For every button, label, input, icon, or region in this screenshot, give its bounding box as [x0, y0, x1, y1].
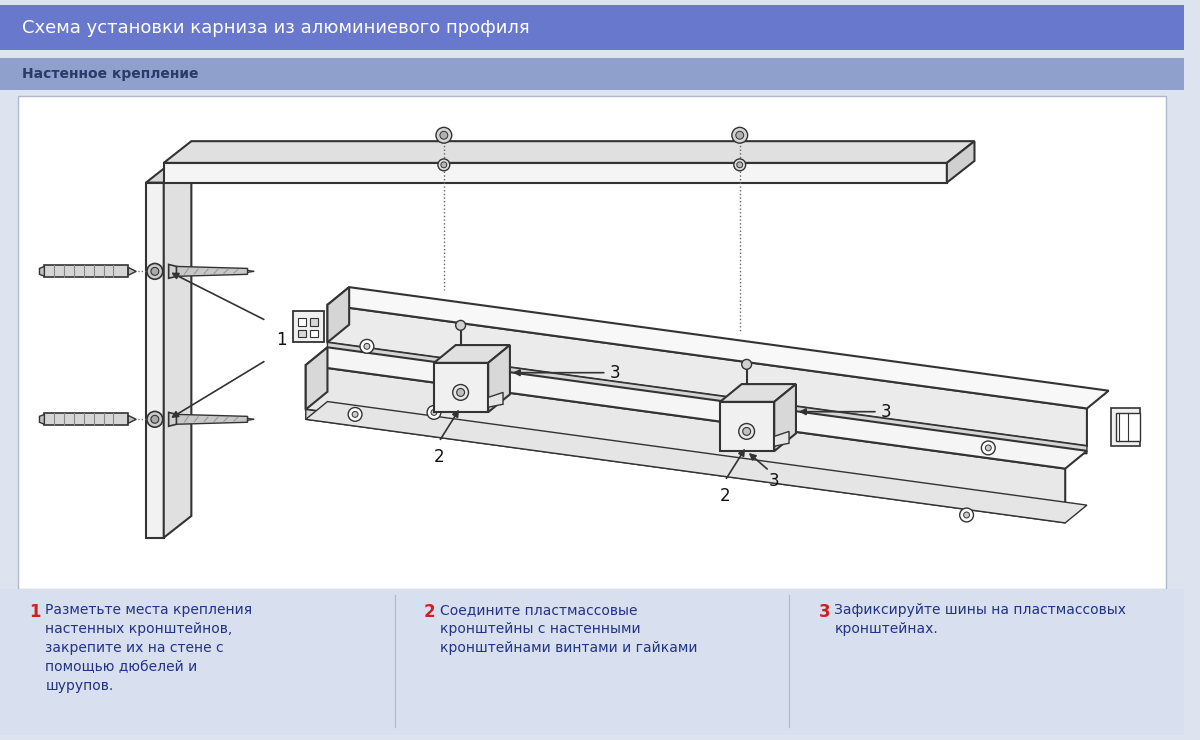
Polygon shape — [328, 287, 1109, 408]
Text: 1: 1 — [30, 603, 41, 621]
Circle shape — [352, 411, 358, 417]
Polygon shape — [774, 384, 796, 451]
Polygon shape — [293, 311, 324, 343]
Text: 3: 3 — [881, 403, 892, 421]
Circle shape — [982, 441, 995, 455]
Circle shape — [436, 127, 451, 143]
Circle shape — [985, 445, 991, 451]
Polygon shape — [306, 402, 1087, 523]
Text: Схема установки карниза из алюминиевого профиля: Схема установки карниза из алюминиевого … — [22, 18, 529, 37]
Polygon shape — [1110, 408, 1140, 446]
Polygon shape — [488, 345, 510, 412]
Polygon shape — [1116, 414, 1140, 441]
Circle shape — [364, 343, 370, 349]
Polygon shape — [306, 365, 1066, 513]
Circle shape — [440, 162, 446, 168]
Polygon shape — [306, 409, 1066, 523]
Circle shape — [438, 159, 450, 171]
Circle shape — [457, 388, 464, 397]
Polygon shape — [328, 305, 1087, 446]
Text: 2: 2 — [433, 448, 444, 465]
Text: 2: 2 — [720, 486, 731, 505]
Polygon shape — [176, 414, 247, 424]
Circle shape — [737, 162, 743, 168]
Text: 3: 3 — [769, 471, 780, 490]
Polygon shape — [169, 412, 176, 426]
Circle shape — [734, 159, 745, 171]
Polygon shape — [163, 141, 974, 163]
Polygon shape — [40, 266, 44, 276]
Circle shape — [743, 428, 750, 435]
Bar — [18, 95, 1166, 589]
Polygon shape — [306, 347, 328, 409]
Text: 3: 3 — [610, 363, 620, 382]
Bar — [0, 5, 1183, 50]
Polygon shape — [146, 161, 191, 183]
Circle shape — [151, 415, 158, 423]
Circle shape — [151, 267, 158, 275]
Polygon shape — [328, 343, 1087, 454]
Polygon shape — [298, 317, 306, 326]
Text: 3: 3 — [818, 603, 830, 621]
Polygon shape — [947, 141, 974, 183]
Polygon shape — [306, 347, 1087, 468]
Polygon shape — [128, 267, 136, 275]
Polygon shape — [169, 264, 176, 278]
Polygon shape — [310, 317, 318, 326]
Circle shape — [960, 508, 973, 522]
Polygon shape — [146, 183, 163, 538]
Polygon shape — [720, 402, 774, 451]
Polygon shape — [488, 392, 503, 407]
Polygon shape — [298, 329, 306, 337]
Text: Разметьте места крепления
настенных кронштейнов,
закрепите их на стене с
помощью: Разметьте места крепления настенных крон… — [46, 603, 252, 693]
Polygon shape — [434, 363, 488, 412]
Polygon shape — [310, 329, 318, 337]
Polygon shape — [774, 431, 790, 446]
Circle shape — [452, 385, 468, 400]
Circle shape — [456, 320, 466, 330]
Circle shape — [732, 127, 748, 143]
Circle shape — [431, 409, 437, 415]
Polygon shape — [44, 414, 128, 425]
Circle shape — [146, 411, 163, 427]
Circle shape — [427, 406, 440, 420]
Text: Соедините пластмассовые
кронштейны с настенными
кронштейнами винтами и гайками: Соедините пластмассовые кронштейны с нас… — [440, 603, 697, 655]
Polygon shape — [163, 163, 947, 183]
Polygon shape — [163, 161, 191, 538]
Polygon shape — [128, 415, 136, 423]
Polygon shape — [176, 266, 247, 276]
Polygon shape — [40, 414, 44, 424]
Polygon shape — [328, 287, 349, 343]
Circle shape — [736, 131, 744, 139]
Text: 1: 1 — [276, 332, 287, 349]
Circle shape — [146, 263, 163, 279]
Circle shape — [964, 512, 970, 518]
Text: Настенное крепление: Настенное крепление — [22, 67, 198, 81]
Bar — [0, 58, 1183, 90]
Text: 2: 2 — [424, 603, 436, 621]
Polygon shape — [720, 384, 796, 402]
Circle shape — [348, 408, 362, 421]
Circle shape — [360, 340, 374, 353]
Circle shape — [739, 423, 755, 440]
Text: Зафиксируйте шины на пластмассовых
кронштейнах.: Зафиксируйте шины на пластмассовых кронш… — [834, 603, 1127, 636]
Bar — [0, 589, 1183, 735]
Circle shape — [440, 131, 448, 139]
Polygon shape — [44, 266, 128, 278]
Polygon shape — [434, 345, 510, 363]
Circle shape — [742, 360, 751, 369]
